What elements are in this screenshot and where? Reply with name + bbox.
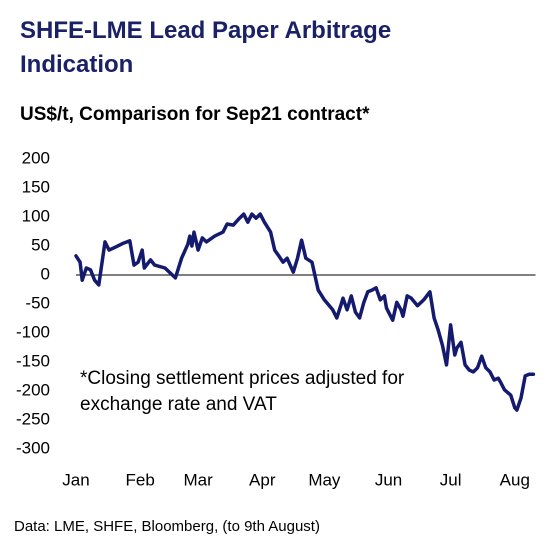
y-tick-label: 150 bbox=[22, 177, 50, 196]
y-tick-label: -100 bbox=[16, 322, 50, 341]
y-tick-label: -200 bbox=[16, 380, 50, 399]
y-tick-label: 200 bbox=[22, 148, 50, 167]
y-tick-label: -150 bbox=[16, 351, 50, 370]
source-note: Data: LME, SHFE, Bloomberg, (to 9th Augu… bbox=[14, 518, 320, 535]
x-tick-label: Jan bbox=[62, 470, 89, 489]
y-tick-label: -300 bbox=[16, 438, 50, 457]
data-line bbox=[74, 212, 536, 412]
chart-title: SHFE-LME Lead Paper Arbitrage Indication bbox=[20, 17, 392, 78]
x-tick-label: Jun bbox=[375, 470, 402, 489]
x-tick-label: Mar bbox=[183, 470, 213, 489]
x-tick-label: Feb bbox=[126, 470, 155, 489]
x-tick-label: May bbox=[308, 470, 341, 489]
y-tick-label: 0 bbox=[41, 264, 50, 283]
y-tick-label: 50 bbox=[31, 235, 50, 254]
chart-subtitle: US$/t, Comparison for Sep21 contract* bbox=[20, 104, 370, 125]
y-tick-label: 100 bbox=[22, 206, 50, 225]
annotation: *Closing settlement prices adjusted for … bbox=[80, 368, 405, 415]
x-tick-label: Aug bbox=[500, 470, 530, 489]
x-tick-label: Jul bbox=[440, 470, 462, 489]
x-tick-label: Apr bbox=[249, 470, 276, 489]
y-tick-label: -250 bbox=[16, 409, 50, 428]
y-tick-label: -50 bbox=[25, 293, 50, 312]
